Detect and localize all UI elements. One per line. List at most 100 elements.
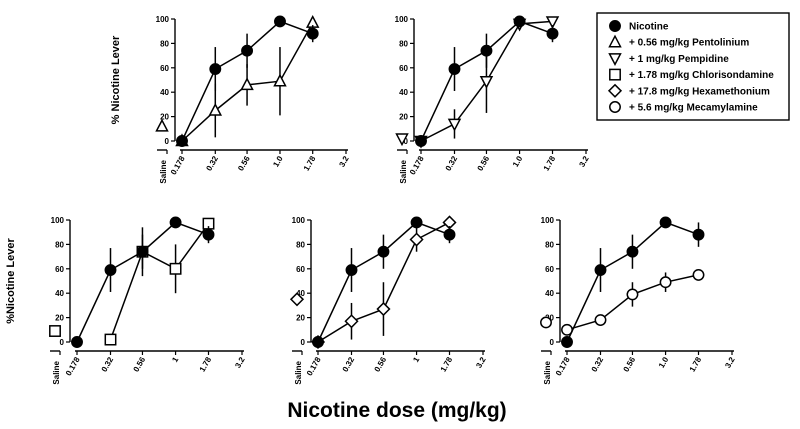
- nicotine-point: [136, 245, 149, 258]
- x-tick-label: 0.32: [100, 355, 116, 373]
- legend-marker-shape: [607, 83, 623, 98]
- y-tick-label: 0: [60, 338, 65, 347]
- y-tick-label: 60: [160, 64, 169, 73]
- legend-box: [596, 12, 790, 121]
- nicotine-point: [202, 228, 215, 241]
- y-tick-label: 80: [545, 240, 554, 249]
- nicotine-point: [443, 228, 456, 241]
- panel-top-middle: 0 20 40 60 80 100 Saline 0.178 0.32 0.56 1.0 1.78 3.…: [395, 15, 591, 184]
- saline-tick-label: Saline: [543, 360, 552, 384]
- antagonist-point-shape: [208, 102, 223, 116]
- x-tick-label: 0.32: [444, 154, 460, 172]
- nicotine-point-shape: [176, 135, 188, 147]
- antagonist-point: [344, 314, 359, 329]
- nicotine-point-shape: [169, 216, 182, 229]
- antagonist-point-shape: [659, 276, 672, 289]
- antagonist-saline-point: [395, 133, 409, 147]
- y-tick-label: 0: [404, 137, 409, 146]
- legend-marker-shape: [609, 101, 621, 113]
- y-tick-label: 0: [550, 338, 555, 347]
- y-tick-label: 60: [399, 64, 408, 73]
- nicotine-point: [546, 27, 559, 40]
- antagonist-point: [479, 75, 494, 89]
- antagonist-point-shape: [479, 75, 494, 89]
- antagonist-point-shape: [545, 16, 560, 30]
- antagonist-point: [376, 301, 391, 317]
- nicotine-point-shape: [312, 336, 324, 348]
- antagonist-point: [409, 232, 424, 247]
- x-axis-title: Nicotine dose (mg/kg): [287, 399, 506, 422]
- nicotine-point-shape: [241, 44, 254, 57]
- x-tick-label: 3.2: [337, 154, 351, 169]
- antagonist-saline-point-shape: [155, 118, 169, 132]
- x-tick-label: 0.32: [341, 355, 357, 373]
- antagonist-saline-point: [155, 118, 169, 132]
- nicotine-point: [594, 264, 607, 276]
- nicotine-point-shape: [274, 15, 286, 28]
- nicotine-point: [410, 216, 423, 229]
- legend-label: + 0.56 mg/kg Pentolinium: [629, 38, 749, 49]
- antagonist-point-shape: [104, 333, 117, 346]
- nicotine-point-shape: [415, 135, 427, 147]
- nicotine-point: [345, 264, 358, 276]
- antagonist-saline-point: [540, 316, 552, 329]
- legend-marker-shape: [608, 34, 622, 48]
- legend-marker: [608, 34, 622, 48]
- antagonist-point: [626, 288, 639, 301]
- nicotine-point-shape: [410, 216, 423, 229]
- antagonist-point-shape: [626, 288, 639, 301]
- y-tick-label: 100: [292, 216, 306, 225]
- legend-marker: [607, 83, 623, 98]
- antagonist-point: [659, 276, 672, 289]
- legend-marker-shape: [608, 53, 622, 67]
- y-tick-label: 40: [160, 88, 169, 97]
- antagonist-point-shape: [594, 314, 607, 326]
- saline-tick-label: Saline: [159, 159, 168, 183]
- nicotine-point-shape: [513, 15, 526, 28]
- y-tick-label: 20: [296, 314, 305, 323]
- y-tick-label: 40: [399, 88, 408, 97]
- x-tick-label: 0.56: [236, 154, 252, 172]
- saline-tick-label: Saline: [294, 360, 303, 384]
- x-tick-label: 1.78: [688, 355, 704, 373]
- y-tick-label: 0: [165, 137, 170, 146]
- nicotine-point: [448, 63, 461, 75]
- nicotine-point-shape: [209, 63, 222, 75]
- x-tick-label: 1: [411, 355, 421, 364]
- antagonist-point: [594, 314, 607, 326]
- legend: Nicotine + 0.56 mg/kg Pentolinium + 1 mg/k…: [596, 12, 790, 121]
- legend-marker: [609, 20, 621, 32]
- antagonist-point: [240, 77, 254, 91]
- antagonist-point: [169, 262, 182, 275]
- x-tick-label: 3.2: [233, 355, 247, 370]
- legend-label: + 17.8 mg/kg Hexamethonium: [629, 86, 770, 97]
- y-tick-label: 80: [160, 39, 169, 48]
- nicotine-point: [659, 216, 672, 229]
- legend-marker: [608, 53, 622, 67]
- x-tick-label: 0.178: [408, 154, 426, 176]
- nicotine-point: [415, 135, 427, 147]
- legend-marker-shape: [609, 68, 621, 81]
- x-tick-label: 1.78: [302, 154, 318, 172]
- nicotine-point-shape: [546, 27, 559, 40]
- x-tick-label: 0.178: [554, 355, 572, 377]
- antagonist-point-shape: [447, 118, 462, 132]
- legend-marker: [609, 68, 621, 81]
- y-tick-label: 40: [55, 289, 64, 298]
- antagonist-point: [104, 333, 117, 346]
- nicotine-point-shape: [104, 264, 117, 276]
- nicotine-point: [169, 216, 182, 229]
- antagonist-point-shape: [376, 301, 391, 317]
- y-tick-label: 60: [545, 265, 554, 274]
- nicotine-point-shape: [202, 228, 215, 241]
- x-tick-label: 1: [170, 355, 180, 364]
- x-tick-label: 0.56: [476, 154, 492, 172]
- y-tick-label: 0: [301, 338, 306, 347]
- antagonist-series-line: [109, 223, 210, 340]
- nicotine-point-shape: [136, 245, 149, 258]
- x-tick-label: 0.178: [305, 355, 323, 377]
- x-tick-label: 1.0: [511, 154, 525, 169]
- x-tick-label: 0.178: [169, 154, 187, 176]
- antagonist-point: [273, 73, 287, 87]
